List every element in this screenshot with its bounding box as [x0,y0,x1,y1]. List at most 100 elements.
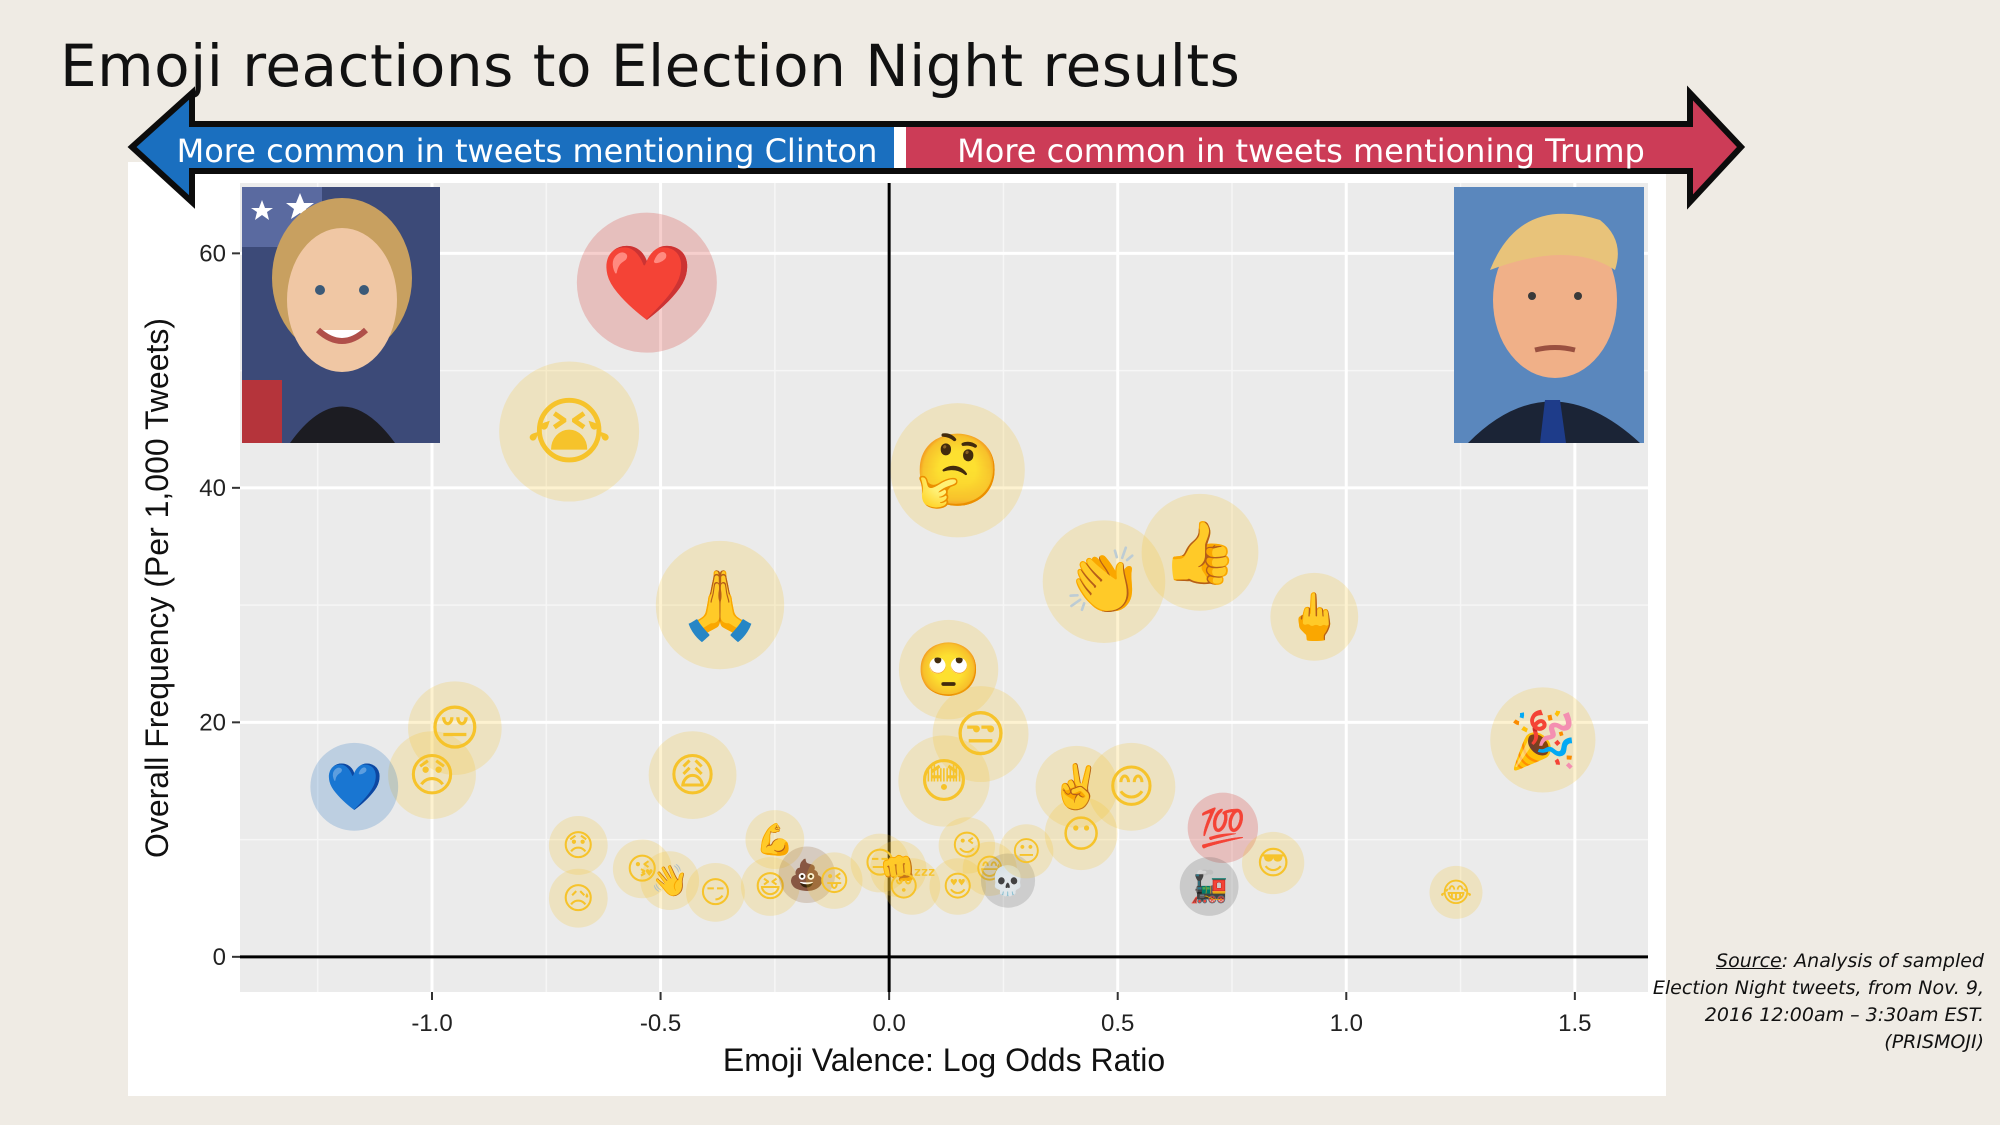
points-layer: ❤️ 😭 🤔 🙏 👏 👍 🎉 🙄😒 😔 😳 🖕 😊 😞 💙 😩 ✌️😶 💯 😎 🚂 😞 😥 😘👋 😏 💪 😆 😑 💩😜 👊😴 😍 😉😅💀😐… [310,212,1596,928]
y-tick-label: 0 [213,944,226,971]
emoji-point-unamused-face: 😒 [932,686,1029,783]
emoji-point-glyph: 👊 [880,852,917,887]
emoji-point-halo [1429,865,1483,919]
emoji-point-glyph: 😴 [888,869,936,905]
emoji-point-halo [408,681,502,775]
y-tick-label: 60 [199,240,226,267]
emoji-point-halo [648,731,737,819]
emoji-point-glyph: 😑 [864,846,896,882]
emoji-point-neutral-face: 😐 [999,824,1054,879]
emoji-point-halo [388,731,476,819]
emoji-point-red-heart: ❤️ [576,212,717,353]
emoji-point-halo [1242,831,1305,895]
emoji-point-victory-hand: ✌️ [1035,745,1118,828]
emoji-point-glyph: 👋 [650,863,688,899]
y-axis-title: Overall Frequency (Per 1,000 Tweets) [139,318,175,858]
emoji-point-halo [310,742,399,831]
x-tick-label: 1.5 [1558,1010,1591,1037]
emoji-point-glyph: ✌️ [1050,761,1104,813]
y-tick-label: 40 [199,475,226,502]
emoji-point-glyph: 👍 [1162,517,1238,588]
emoji-point-halo [778,846,836,903]
emoji-point-halo [1141,493,1259,611]
emoji-point-glyph: 💪 [756,821,794,858]
emoji-point-grinning-face-with-sweat: 😅 [962,841,1017,896]
emoji-point-face-with-tears-of-joy: 😂 [1429,865,1483,919]
clinton-banner-label: More common in tweets mentioning Clinton [177,132,878,170]
emoji-point-clapping-hands: 👏 [1042,520,1166,643]
emoji-point-oncoming-fist: 👊 [870,840,927,898]
emoji-point-flushed-face: 😳 [898,735,990,827]
emoji-point-halo [980,853,1036,908]
emoji-point-halo [898,735,990,827]
emoji-point-disappointed-face-small: 😞 [548,816,608,875]
emoji-point-glyph: 🙄 [916,640,981,700]
emoji-point-glyph: 💀 [990,864,1025,897]
emoji-point-flexed-biceps: 💪 [745,810,805,869]
emoji-point-blue-heart: 💙 [310,742,399,831]
emoji-point-halo [938,817,996,874]
emoji-point-glyph: ❤️ [601,241,693,326]
emoji-point-glyph: 😜 [819,864,850,899]
emoji-point-sad-relieved-face: 😥 [548,868,608,928]
emoji-point-glyph: 🤔 [914,429,1002,511]
emoji-point-halo [1044,797,1118,871]
trump-banner-label: More common in tweets mentioning Trump [957,132,1645,170]
emoji-point-halo [612,839,672,899]
emoji-point-disappointed-face: 😞 [388,731,476,819]
emoji-point-hundred-points: 💯 [1187,792,1259,864]
x-tick-label: 1.0 [1330,1010,1363,1037]
emoji-point-glyph: 😳 [919,754,969,809]
emoji-point-smiling-face-with-sunglasses: 😎 [1242,831,1305,895]
emoji-point-folded-hands: 🙏 [655,540,785,670]
emoji-point-middle-finger: 🖕 [1270,572,1359,661]
emoji-point-party-popper: 🎉 [1490,687,1596,793]
emoji-point-halo [655,540,785,670]
reference-lines [240,183,1648,992]
x-axis-title: Emoji Valence: Log Odds Ratio [723,1042,1165,1078]
clinton-photo [242,187,440,443]
emoji-point-glyph: 😔 [429,699,480,757]
source-label: Source [1716,950,1782,972]
emoji-point-halo [1179,857,1239,916]
trump-banner-arrow [897,85,1746,210]
emoji-point-steam-locomotive: 🚂 [1179,857,1239,916]
emoji-point-winking-face-with-tongue: 😜 [806,852,863,909]
emoji-point-smiling-face-with-heart-eyes: 😍 [929,858,986,915]
emoji-point-smiling-face: 😊 [1087,742,1176,831]
x-tick-label: 0.0 [872,1010,905,1037]
emoji-point-face-blowing-kiss: 😘 [612,839,672,899]
emoji-point-glyph: 👏 [1064,545,1144,620]
emoji-point-glyph: 💩 [788,858,825,893]
emoji-point-waving-hand: 👋 [640,851,700,911]
emoji-point-glyph: 😂 [1440,876,1472,909]
source-note: Source: Analysis of sampled Election Nig… [1644,948,1984,1056]
emoji-point-glyph: 🖕 [1286,590,1343,644]
emoji-point-halo [883,858,941,915]
emoji-point-halo [929,858,986,915]
emoji-point-skull: 💀 [980,853,1036,908]
emoji-point-glyph: 😊 [1107,760,1155,814]
emoji-point-weary-face: 😩 [648,731,737,819]
emoji-point-glyph: 😞 [562,828,594,864]
x-tick-label: -1.0 [411,1010,452,1037]
emoji-point-glyph: 😥 [562,881,594,917]
emoji-point-halo [740,857,800,916]
emoji-point-glyph: 😅 [975,853,1005,886]
source-text: : Analysis of sampled Election Night twe… [1652,950,1984,1053]
plot-background [240,183,1648,992]
emoji-point-glyph: 😘 [626,851,658,887]
emoji-point-glyph: 😭 [526,390,612,475]
emoji-point-halo [850,833,910,893]
emoji-point-halo [548,868,608,928]
emoji-point-glyph: 🎉 [1508,708,1577,773]
emoji-point-thumbs-up: 👍 [1141,493,1259,611]
tick-layer: -1.0 -0.5 0.0 0.5 1.0 1.5 0 20 40 60 [199,240,1591,1037]
emoji-point-halo [1087,742,1176,831]
emoji-point-halo [548,816,608,875]
emoji-point-halo [499,361,640,502]
emoji-point-smirking-face: 😏 [686,862,745,922]
x-tick-label: 0.5 [1101,1010,1134,1037]
emoji-point-halo [640,851,700,911]
